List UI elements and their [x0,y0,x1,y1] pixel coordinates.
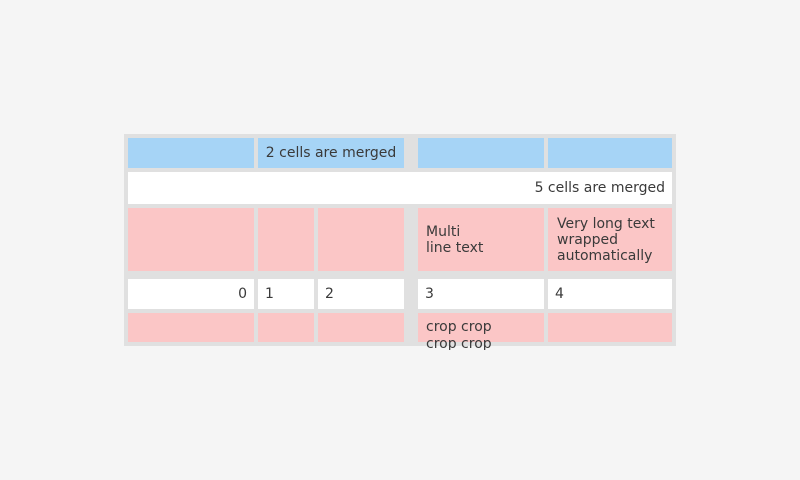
table-row-1: 2 cells are merged [128,138,672,168]
table-widget: 2 cells are merged 5 cells are merged Mu… [124,134,676,350]
number-cell-3: 3 [418,279,544,309]
cropped-text-cell: crop crop crop crop [418,313,544,350]
number-cell-1: 1 [258,279,314,309]
pink-cell-r5c5 [548,313,672,342]
table-row-5: crop crop crop crop [128,313,672,350]
table-row-3: Multi line text Very long text wrapped a… [128,208,672,271]
number-cell-2: 2 [318,279,404,309]
blue-cell-r1c1 [128,138,254,168]
pink-cell-r5c3 [318,313,404,342]
number-cell-0: 0 [128,279,254,309]
pink-cell-r3c2 [258,208,314,271]
table-row-2: 5 cells are merged [128,172,672,204]
pink-cell-r3c3 [318,208,404,271]
blue-cell-r1c5 [548,138,672,168]
blue-cell-r1c4 [418,138,544,168]
merged-5-cells: 5 cells are merged [128,172,672,204]
pink-cell-r3c1 [128,208,254,271]
wrapped-text-cell: Very long text wrapped automatically [548,208,672,271]
pink-cell-r5c2 [258,313,314,342]
table-background: 2 cells are merged 5 cells are merged Mu… [124,134,676,350]
pink-cell-r5c1 [128,313,254,342]
table-row-4: 0 1 2 3 4 [128,279,672,309]
multi-line-text-cell: Multi line text [418,208,544,271]
number-cell-4: 4 [548,279,672,309]
merged-2-cells: 2 cells are merged [258,138,404,168]
